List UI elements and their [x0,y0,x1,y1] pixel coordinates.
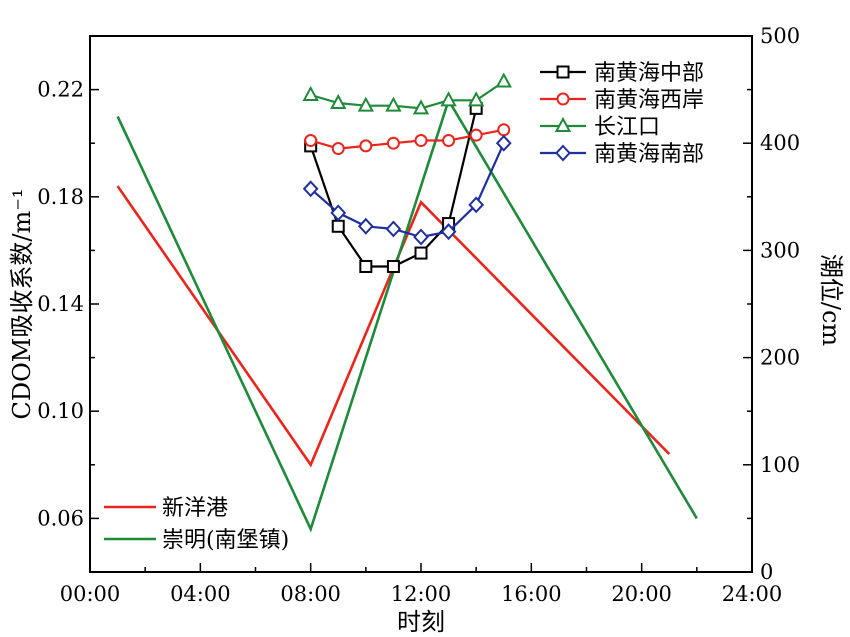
legend-cdom-label: 南黄海南部 [594,142,704,167]
cdom-point-triangle [412,99,430,115]
cdom-point-circle [414,134,428,148]
cdom-point-diamond [357,217,374,235]
legend-tide-label: 新洋港 [162,496,228,521]
x-tick-label: 12:00 [391,582,452,606]
cdom-point-circle [469,128,483,142]
y-right-tick-label: 400 [760,131,800,155]
cdom-point-square [414,246,428,260]
y-axis-title-left: CDOM吸收系数/m⁻¹ [8,189,36,420]
x-tick-label: 00:00 [60,582,121,606]
cdom-series-line-0 [309,108,478,268]
cdom-point-diamond [302,180,319,198]
legend-cdom-label: 南黄海西岸 [594,88,704,113]
cdom-point-square [386,259,400,273]
cdom-point-circle [304,134,318,148]
cdom-point-diamond [495,134,512,152]
cdom-point-triangle [302,85,319,101]
legend-cdom-marker [554,116,572,132]
cdom-point-triangle [357,96,375,112]
cdom-point-circle [386,136,400,150]
cdom-point-triangle [495,72,512,88]
cdom-point-triangle [440,91,457,107]
cdom-point-diamond [385,220,402,238]
y-right-tick-label: 200 [760,346,800,370]
y-right-tick-label: 500 [760,24,800,48]
y-left-tick-label: 0.06 [37,506,84,530]
x-tick-label: 20:00 [611,582,672,606]
y-axis-title-right: 潮位/cm [817,254,845,347]
x-tick-label: 24:00 [722,582,783,606]
tide-series-line-1 [116,97,698,533]
cdom-point-triangle [467,91,485,107]
legend-cdom-marker [556,92,570,106]
y-left-tick-label: 0.18 [37,185,84,209]
x-tick-label: 08:00 [280,582,341,606]
legend-tide-label: 崇明(南堡镇) [162,528,289,553]
cdom-point-circle [331,142,345,156]
cdom-point-circle [497,123,511,137]
legend-cdom-marker [556,65,570,79]
y-right-tick-label: 100 [760,453,800,477]
cdom-point-triangle [385,96,402,112]
axis-ticks: 00:00 04:00 08:00 12:00 16:00 20:00 24:00 0.06 0… [37,24,800,606]
cdom-point-square [359,259,373,273]
cdom-point-diamond [330,204,347,222]
legend-cdom-label: 南黄海中部 [594,61,704,86]
cdom-point-diamond [413,228,429,246]
x-axis-title: 时刻 [397,608,445,636]
x-tick-label: 16:00 [501,582,562,606]
x-tick-label: 04:00 [170,582,231,606]
cdom-point-diamond [468,196,485,214]
y-left-tick-label: 0.10 [37,399,84,423]
cdom-point-triangle [330,93,347,109]
cdom-point-diamond [440,223,457,241]
legend-cdom-marker [555,144,571,162]
tide-series-layer [116,97,698,533]
y-right-tick-label: 0 [760,560,773,584]
y-left-tick-label: 0.14 [37,292,84,316]
y-left-tick-label: 0.22 [37,78,84,102]
cdom-point-circle [442,134,456,148]
cdom-series-layer [302,72,512,273]
y-right-tick-label: 300 [760,238,800,262]
cdom-point-square [331,219,345,233]
cdom-point-circle [359,139,373,153]
legend-cdom-label: 长江口 [594,115,660,140]
